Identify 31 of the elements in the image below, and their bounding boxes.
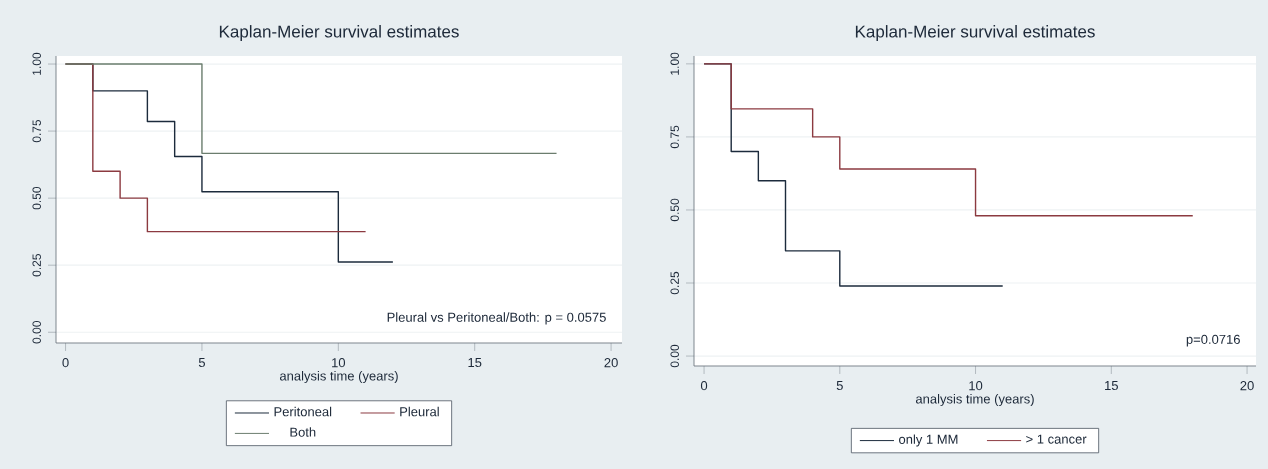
x-tick-label: 5: [198, 358, 206, 368]
x-tick-label: 0: [700, 381, 708, 391]
annotation: p=0.0716: [1186, 334, 1240, 347]
x-tick-label: 0: [62, 358, 69, 368]
chart-title: Kaplan-Meier survival estimates: [855, 25, 1095, 41]
y-tick-label: 1.00: [670, 52, 679, 75]
y-tick-label: 0.75: [32, 119, 41, 143]
x-tick-label: 5: [836, 381, 843, 391]
legend-label: only 1 MM: [899, 434, 958, 447]
x-tick-label: 20: [604, 358, 618, 368]
y-tick-label: 0.50: [32, 186, 41, 210]
y-tick-label: 0.50: [670, 198, 679, 222]
annotation: Pleural vs Peritoneal/Both: p = 0.0575: [387, 312, 606, 325]
y-tick-label: 0.75: [670, 125, 679, 149]
y-tick-label: 0.25: [32, 254, 41, 277]
x-tick-label: 10: [969, 381, 983, 391]
x-tick-label: 20: [1240, 381, 1254, 391]
legend-label: Pleural: [400, 406, 439, 417]
legend-label: Both: [290, 427, 316, 437]
x-tick-label: 10: [332, 358, 346, 368]
y-tick-label: 0.00: [670, 344, 679, 368]
legend-label: Peritoneal: [274, 406, 332, 417]
chart-title: Kaplan-Meier survival estimates: [219, 25, 459, 41]
legend-label: > 1 cancer: [1026, 434, 1087, 444]
x-tick-label: 15: [1105, 381, 1118, 391]
x-axis-title: analysis time (years): [279, 371, 398, 384]
y-tick-label: 0.25: [670, 271, 679, 295]
x-tick-label: 15: [468, 358, 482, 368]
x-axis-title: analysis time (years): [915, 394, 1034, 407]
y-tick-label: 0.00: [32, 321, 41, 344]
y-tick-label: 1.00: [32, 52, 41, 75]
